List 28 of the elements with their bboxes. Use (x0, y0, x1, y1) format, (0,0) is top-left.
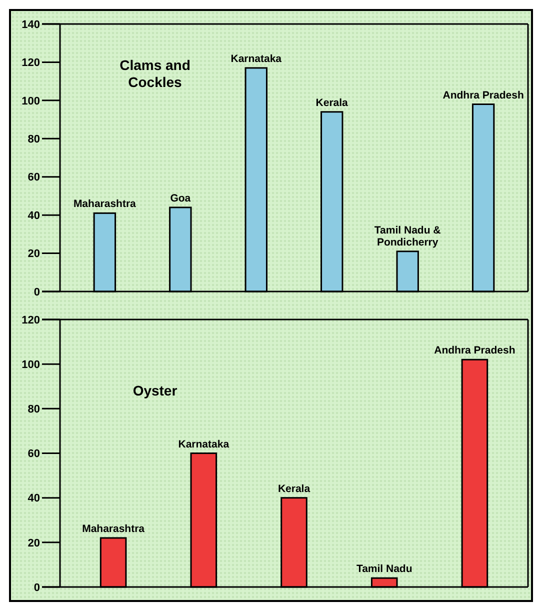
y-tick-label: 120 (22, 314, 40, 326)
y-tick-label: 100 (22, 95, 40, 108)
y-tick-label: 20 (28, 537, 40, 550)
x-tick-label: Andhra Pradesh (442, 89, 524, 102)
x-tick-label: Kerala (278, 482, 310, 495)
y-tick-label: 60 (28, 172, 40, 184)
y-tick-label: 0 (34, 582, 40, 594)
x-tick-label: Karnataka (178, 438, 230, 450)
text: Clams and Cockles (120, 57, 190, 90)
y-tick-label: 120 (22, 57, 40, 70)
y-tick-label: 40 (28, 210, 40, 222)
x-tick-label: Kerala (316, 96, 348, 109)
x-tick-label: Andhra Pradesh (434, 344, 516, 357)
x-tick-label: Goa (170, 192, 191, 204)
text: Oyster (132, 382, 178, 398)
y-tick-label: 100 (22, 358, 40, 371)
x-tick-label: Maharashtra (82, 522, 145, 535)
y-tick-label: 140 (22, 18, 40, 31)
y-tick-label: 40 (28, 492, 40, 505)
x-tick-label: Tamil Nadu & Pondicherry (374, 224, 442, 248)
y-tick-label: 80 (28, 404, 40, 416)
x-tick-label: Karnataka (230, 52, 282, 65)
y-tick-label: 20 (28, 248, 40, 260)
x-tick-label: Maharashtra (73, 198, 136, 210)
y-tick-label: 80 (28, 133, 40, 146)
y-tick-label: 60 (28, 448, 40, 460)
y-tick-label: 0 (34, 286, 40, 298)
x-tick-label: Tamil Nadu (356, 563, 412, 576)
